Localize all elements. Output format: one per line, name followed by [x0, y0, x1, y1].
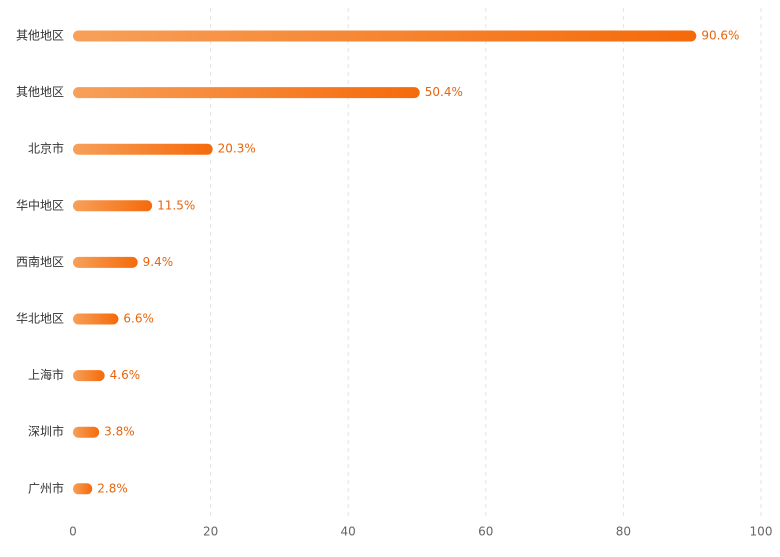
bar — [73, 30, 697, 42]
value-label: 3.8% — [104, 425, 135, 439]
category-label: 其他地区 — [16, 29, 64, 43]
bar-row: 其他地区 50.4% — [16, 85, 463, 99]
category-label: 华北地区 — [16, 312, 64, 326]
category-label: 北京市 — [28, 141, 64, 156]
grid-lines — [210, 8, 762, 518]
bars: 其他地区 90.6% 其他地区 50.4% 北京市 20.3% 华中地区 11.5% 西南地区 9… — [16, 29, 739, 496]
bar — [73, 426, 100, 438]
bar-row: 深圳市 3.8% — [28, 424, 135, 439]
bar — [73, 256, 138, 268]
value-label: 6.6% — [123, 312, 153, 326]
bar — [73, 483, 93, 495]
bar-row: 西南地区 9.4% — [16, 254, 173, 269]
x-tick-label: 80 — [616, 525, 631, 539]
x-tick-label: 0 — [69, 525, 77, 539]
x-axis-ticks: 0 20 40 60 80 100 — [69, 525, 772, 539]
bar — [73, 200, 153, 212]
bar — [73, 313, 119, 325]
category-label: 深圳市 — [28, 424, 64, 439]
value-label: 90.6% — [701, 29, 739, 43]
x-tick-label: 40 — [341, 525, 356, 539]
value-label: 11.5% — [157, 198, 195, 212]
category-label: 西南地区 — [16, 254, 64, 269]
value-label: 20.3% — [218, 142, 256, 156]
bar-row: 广州市 2.8% — [28, 480, 128, 495]
category-label: 上海市 — [28, 367, 64, 382]
bar — [73, 370, 105, 382]
bar-row: 华中地区 11.5% — [16, 197, 195, 212]
x-tick-label: 20 — [203, 525, 218, 539]
value-label: 2.8% — [97, 481, 128, 495]
x-tick-label: 60 — [478, 525, 493, 539]
bar-row: 上海市 4.6% — [28, 367, 140, 382]
x-tick-label: 100 — [750, 525, 773, 539]
category-label: 华中地区 — [16, 197, 64, 212]
bar-row: 其他地区 90.6% — [16, 29, 739, 43]
category-label: 广州市 — [28, 480, 64, 495]
value-label: 4.6% — [110, 368, 141, 382]
bar — [73, 143, 213, 155]
category-label: 其他地区 — [16, 85, 64, 99]
bar-row: 北京市 20.3% — [28, 141, 256, 156]
bar — [73, 87, 420, 99]
value-label: 9.4% — [143, 255, 174, 269]
bar-row: 华北地区 6.6% — [16, 312, 154, 326]
value-label: 50.4% — [425, 85, 463, 99]
